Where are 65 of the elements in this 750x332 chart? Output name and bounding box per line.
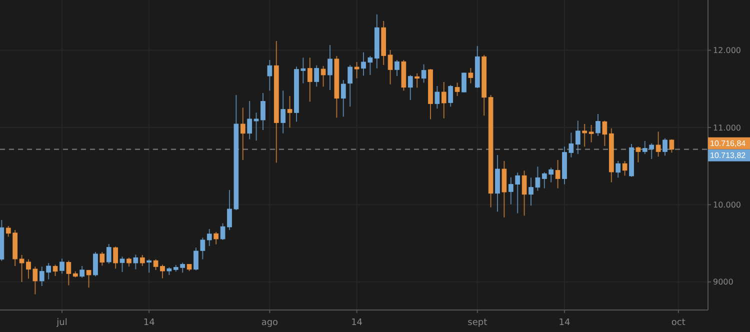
candlestick [555,159,560,189]
x-tick-label: 14 [351,318,363,328]
y-tick-label: 12.000 [713,46,741,56]
y-tick-label: 10.000 [713,200,741,210]
candlestick [120,256,125,272]
candlestick [354,62,360,79]
x-tick-label: ago [261,318,279,328]
text: 10.716,84 [710,139,746,148]
candlestick [60,258,64,274]
candlestick [80,265,85,278]
candlestick [267,59,272,92]
candlestick [113,246,118,270]
y-tick-label: 9000 [713,278,734,287]
candlestick [662,138,668,156]
candlestick [656,131,661,158]
candlestick [52,264,58,276]
candlestick [441,82,446,119]
x-tick-label: jul [56,318,68,328]
text: 10.713,82 [710,151,746,160]
candlestick [448,84,454,108]
candlestick [206,228,212,246]
candlestick [106,243,112,264]
candlestick [340,79,346,118]
candlestick [93,251,98,277]
candlestick [462,72,466,93]
candlestick [247,100,252,140]
candlestick [522,170,527,216]
candlestick [575,120,580,154]
candlestick [622,160,628,176]
candlestick [240,107,246,160]
candlestick [582,124,588,148]
candlestick [214,231,219,245]
x-tick-label: sept [468,318,488,328]
candlestick [320,66,326,88]
candlestick [307,57,312,102]
candlestick [454,82,460,96]
candlestick [588,124,594,143]
candlestick [140,254,145,266]
candlestick [596,113,600,136]
candlestick [287,95,292,128]
y-tick-label: 11.000 [713,123,741,132]
candlestick [328,44,332,91]
candlestick [434,86,440,110]
candlestick [394,59,400,76]
candlestick [66,260,72,286]
candlestick [421,64,426,84]
candlestick [314,64,320,88]
candlestick [146,258,152,274]
candlestick [133,254,138,270]
x-tick-label: oct [671,318,686,328]
candlestick [348,64,353,108]
candlestick [468,68,474,84]
candlestick [86,269,92,288]
x-tick-label: 14 [143,318,156,328]
candlestick [616,160,621,178]
candlestick [408,74,413,100]
candlestick [602,120,608,147]
candlestick [669,138,674,154]
candlestick [100,251,105,266]
candlestick [636,146,641,163]
candlestick [388,50,393,85]
candlestick [502,160,507,218]
candlestick [280,90,286,134]
x-tick-label: 14 [558,318,570,328]
candlestick [414,72,420,88]
